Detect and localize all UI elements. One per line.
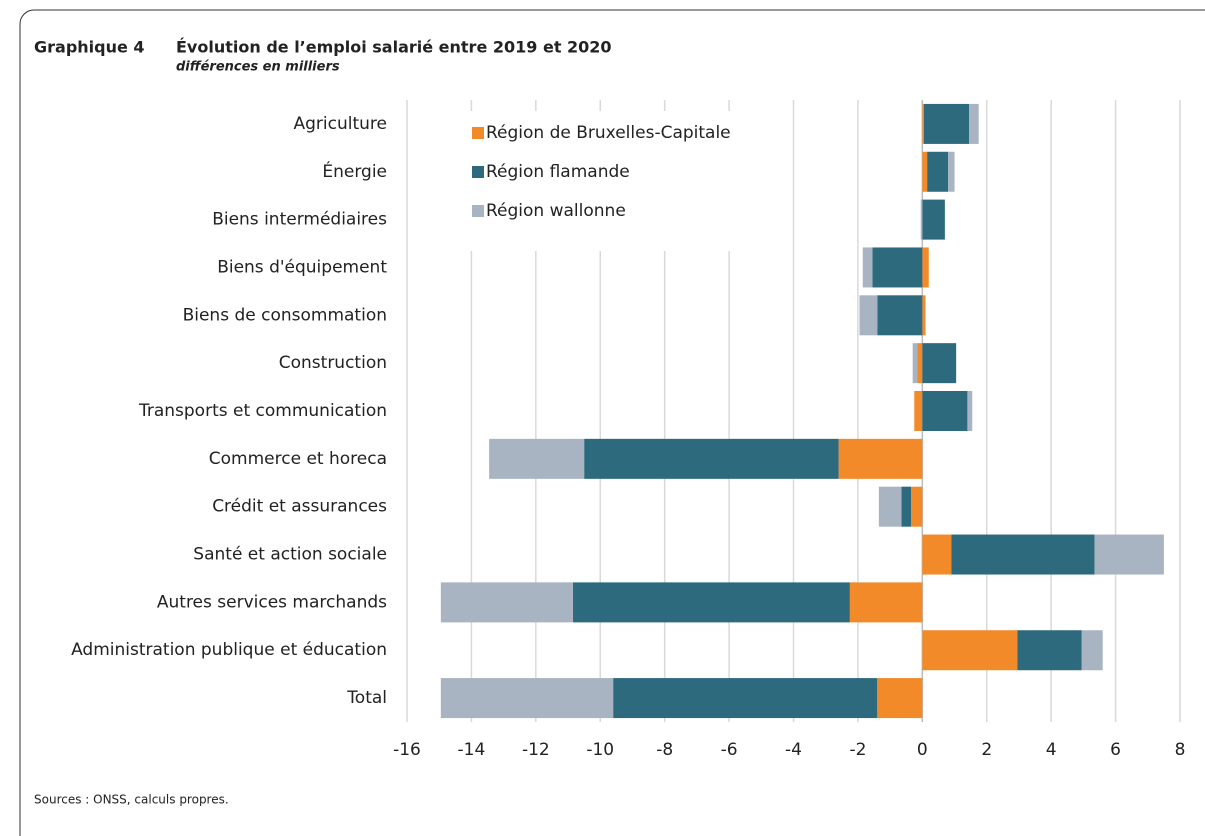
bar: [922, 295, 926, 336]
bar: [922, 630, 1018, 671]
y-tick-label: Biens d'équipement: [217, 257, 387, 277]
legend-swatch: [472, 127, 484, 139]
bar: [923, 103, 970, 144]
bar: [878, 486, 902, 527]
x-tick-label: -8: [656, 740, 673, 760]
bar: [613, 678, 878, 719]
y-tick-label: Agriculture: [294, 114, 388, 134]
legend-label: Région flamande: [486, 162, 630, 182]
chart-title: Évolution de l’emploi salarié entre 2019…: [176, 38, 612, 57]
bar: [838, 438, 923, 479]
x-tick-label: 2: [981, 740, 992, 760]
x-tick-label: 8: [1175, 740, 1186, 760]
bar: [849, 582, 923, 623]
y-tick-label: Biens de consommation: [183, 305, 387, 325]
bar: [1017, 630, 1082, 671]
y-tick-label: Total: [346, 688, 387, 708]
legend-background: [460, 111, 780, 251]
bar: [572, 582, 850, 623]
x-tick-label: -14: [458, 740, 486, 760]
bar: [922, 151, 928, 192]
x-tick-label: -10: [586, 740, 614, 760]
legend-swatch: [472, 166, 484, 178]
y-tick-label: Santé et action sociale: [193, 545, 387, 565]
bar: [917, 343, 923, 384]
bar: [489, 438, 585, 479]
x-tick-label: -4: [785, 740, 802, 760]
x-tick-label: 6: [1110, 740, 1121, 760]
bar: [967, 391, 973, 431]
x-tick-label: -12: [522, 740, 550, 760]
source: Sources : ONSS, calculs propres.: [34, 793, 229, 807]
x-tick-label: 0: [917, 740, 928, 760]
bar: [948, 151, 955, 192]
bar: [440, 582, 573, 623]
legend-label: Région de Bruxelles-Capitale: [486, 123, 731, 143]
legend-swatch: [472, 205, 484, 217]
y-tick-label: Crédit et assurances: [212, 497, 387, 517]
bar: [922, 247, 929, 288]
y-tick-label: Administration publique et éducation: [71, 640, 387, 660]
bar: [1081, 630, 1103, 671]
y-tick-label: Biens intermédiaires: [212, 210, 387, 230]
y-tick-label: Énergie: [322, 160, 387, 182]
bar: [912, 343, 918, 384]
chart-label: Graphique 4: [34, 38, 145, 57]
bar: [927, 151, 949, 192]
bar: [951, 534, 1095, 575]
y-tick-label: Commerce et horeca: [209, 449, 387, 469]
bar: [877, 678, 923, 719]
y-tick-label: Transports et communication: [138, 401, 387, 421]
y-tick-label: Autres services marchands: [157, 592, 387, 612]
bar: [440, 678, 614, 719]
bar: [922, 103, 924, 144]
x-tick-label: -6: [721, 740, 738, 760]
legend-label: Région wallonne: [486, 201, 626, 221]
chart-subtitle: différences en milliers: [176, 60, 340, 75]
y-tick-label: Construction: [279, 353, 387, 373]
bar: [922, 199, 945, 240]
x-tick-label: 4: [1046, 740, 1057, 760]
bar: [969, 103, 979, 144]
bar: [859, 295, 878, 336]
bar: [920, 199, 923, 240]
x-tick-label: -16: [393, 740, 421, 760]
bar: [922, 391, 968, 431]
bar: [922, 534, 952, 575]
bar: [862, 247, 873, 288]
bar: [901, 486, 912, 527]
bar: [872, 247, 923, 288]
bar: [1094, 534, 1164, 575]
bar: [911, 486, 923, 527]
bar: [922, 343, 957, 384]
frame: [19, 9, 1205, 836]
bar: [584, 438, 839, 479]
bar: [877, 295, 923, 336]
bar: [914, 391, 923, 431]
x-tick-label: -2: [849, 740, 866, 760]
